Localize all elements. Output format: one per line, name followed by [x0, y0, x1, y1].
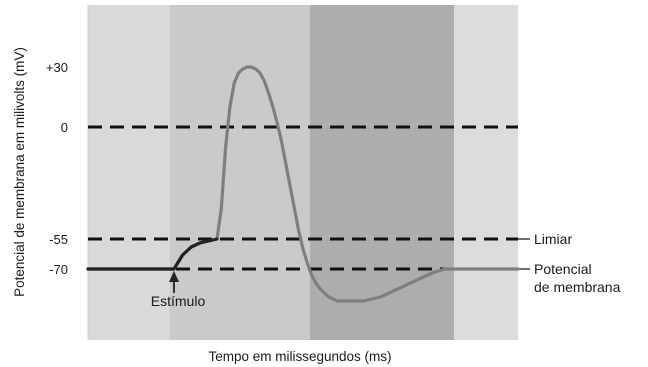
reference-line-label: Potencial — [534, 261, 592, 277]
reference-line-label: Limiar — [534, 231, 572, 247]
reference-line-label: de membrana — [534, 279, 621, 295]
resting-phase-band — [454, 5, 518, 340]
x-axis-label: Tempo em milissegundos (ms) — [208, 349, 391, 364]
stimulus-annotation: Estímulo — [151, 271, 206, 309]
y-tick-labels: +30 0 -55 -70 — [46, 60, 68, 277]
y-tick-label: +30 — [46, 60, 68, 75]
hyperpolarization-phase-band — [310, 5, 454, 340]
stimulus-arrow-icon — [169, 271, 179, 282]
y-tick-label: -70 — [49, 262, 68, 277]
stimulus-rise-segment — [86, 237, 219, 271]
y-tick-label: 0 — [61, 120, 68, 135]
y-tick-label: -55 — [49, 232, 68, 247]
y-axis-label: Potencial de membrana em milivolts (mV) — [12, 47, 27, 297]
stimulus-label: Estímulo — [151, 293, 206, 309]
phase-background-bands — [88, 5, 518, 340]
